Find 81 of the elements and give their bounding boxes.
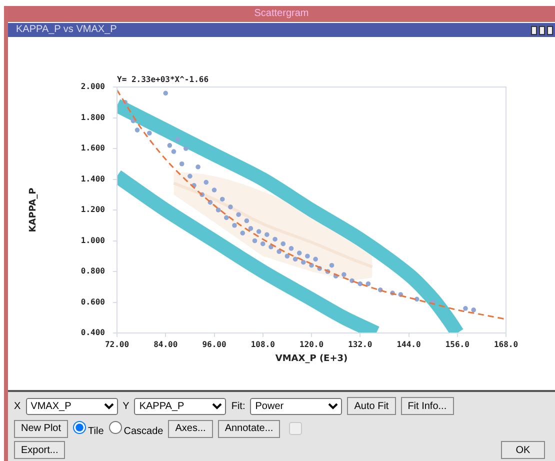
- point: [305, 254, 310, 259]
- y-tick-label: 1.800: [80, 112, 106, 122]
- text: Y= 2.33e+03*X^-1.66: [117, 75, 209, 84]
- y-axis-title: KAPPA_P: [28, 187, 39, 232]
- point: [280, 241, 286, 246]
- point: [260, 241, 266, 246]
- point: [284, 254, 290, 259]
- text: Tile: [87, 424, 104, 436]
- point: [204, 180, 209, 185]
- point: [163, 90, 168, 96]
- y-tick-label: 1.000: [80, 236, 106, 245]
- point: [313, 256, 318, 262]
- text: Annotate...: [218, 420, 280, 438]
- x-tick-label: 168.0: [494, 340, 518, 349]
- point: [216, 208, 221, 212]
- point: [463, 306, 468, 311]
- text: Auto Fit: [347, 397, 396, 415]
- point: [268, 244, 274, 250]
- point: [366, 281, 371, 286]
- y-tick-label: 0.400: [80, 328, 106, 338]
- point: [147, 130, 152, 136]
- point: [179, 161, 184, 166]
- point: [220, 196, 225, 202]
- y-tick-label: 0.600: [80, 297, 106, 306]
- x-tick-label: 96.00: [202, 340, 226, 349]
- x-tick-label: 144.0: [396, 340, 421, 349]
- x-tick-label: 120.0: [299, 340, 324, 349]
- y-tick-label: 2.000: [80, 82, 106, 92]
- text: Cascade: [122, 424, 164, 436]
- y-tick-label: 1.400: [80, 174, 106, 184]
- text: Y: [122, 400, 130, 412]
- text: X: [14, 400, 21, 412]
- point: [300, 260, 306, 265]
- point: [256, 229, 262, 234]
- text: Power: [250, 398, 342, 414]
- point: [288, 246, 294, 251]
- text: Axes...: [168, 420, 213, 438]
- point: [276, 249, 282, 254]
- point: [272, 236, 278, 242]
- text: OK: [501, 441, 545, 459]
- point: [252, 238, 258, 244]
- point: [171, 149, 176, 154]
- point: [240, 230, 246, 236]
- point: [196, 164, 200, 170]
- point: [188, 174, 192, 179]
- y-tick-label: 1.200: [80, 205, 106, 214]
- chart-subtitle: KAPPA_P vs VMAX_P: [8, 23, 555, 37]
- point: [134, 128, 140, 132]
- y-tick-label: 1.600: [80, 144, 106, 153]
- x-tick-label: 132.0: [348, 340, 372, 349]
- text: New Plot: [14, 420, 68, 438]
- point: [296, 250, 302, 256]
- x-axis-title: VMAX_P (E+3): [275, 354, 348, 364]
- point: [244, 218, 250, 224]
- point: [167, 143, 172, 148]
- point: [228, 204, 233, 210]
- point: [342, 272, 346, 277]
- x-tick-label: 156.0: [445, 340, 470, 349]
- text: Fit:: [231, 400, 246, 412]
- point: [471, 308, 476, 312]
- chart-title: Scattergram: [8, 6, 555, 22]
- point: [236, 212, 241, 218]
- point: [224, 215, 229, 220]
- point: [329, 262, 334, 268]
- point: [175, 136, 180, 142]
- x-tick-label: 72.00: [104, 340, 130, 349]
- point: [292, 256, 298, 262]
- line-series: [172, 182, 374, 268]
- text: Fit Info...: [400, 397, 454, 415]
- point: [248, 226, 254, 231]
- text: KAPPA_P: [134, 398, 226, 414]
- x-tick-label: 108.0: [250, 340, 276, 349]
- point: [183, 146, 188, 151]
- y-tick-label: 0.800: [80, 266, 106, 276]
- line-series: [117, 89, 506, 320]
- x-tick-label: 84.00: [154, 340, 178, 349]
- text: Export...: [14, 441, 66, 459]
- point: [232, 222, 237, 228]
- text: VMAX_P: [26, 398, 118, 414]
- point: [212, 188, 217, 192]
- point: [264, 232, 270, 237]
